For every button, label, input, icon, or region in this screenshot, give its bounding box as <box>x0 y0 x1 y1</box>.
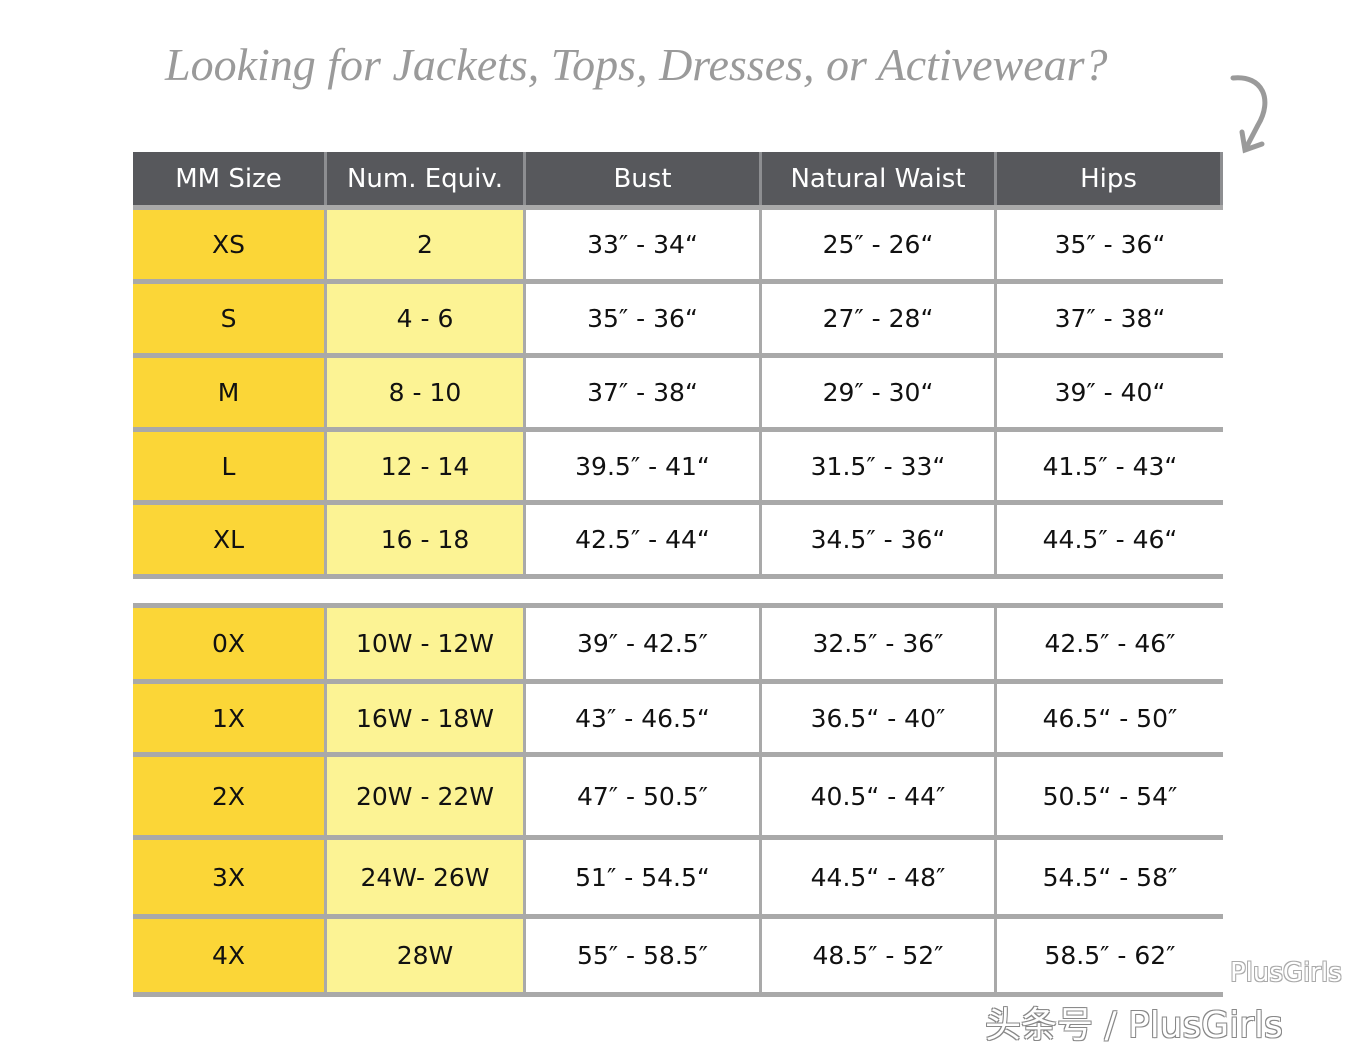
bust-cell: 37″ - 38“ <box>526 358 762 427</box>
num-equiv-cell: 16 - 18 <box>327 505 526 574</box>
size-cell: XL <box>133 505 327 574</box>
size-cell: 3X <box>133 840 327 914</box>
header-cell: Natural Waist <box>762 152 997 205</box>
table-row: 0X 10W - 12W 39″ - 42.5″ 32.5″ - 36″ 42.5″ -… <box>133 608 1223 684</box>
size-chart-table: MM Size Num. Equiv. Bust Natural Waist H… <box>133 152 1223 997</box>
table-row: 1X 16W - 18W 43″ - 46.5“ 36.5“ - 40″ 46.5“ -… <box>133 684 1223 757</box>
num-equiv-cell: 24W- 26W <box>327 840 526 914</box>
hips-cell: 46.5“ - 50″ <box>1042 703 1178 733</box>
bust-cell: 35″ - 36“ <box>526 284 762 353</box>
bust-cell: 33″ - 34“ <box>526 210 762 279</box>
hips-cell: 37″ - 38“ <box>1054 304 1166 333</box>
waist-cell: 44.5“ - 48″ <box>762 840 997 914</box>
table-row: 2X 20W - 22W 47″ - 50.5″ 40.5“ - 44″ 50.5“ -… <box>133 757 1223 840</box>
plus-sizes-group: 0X 10W - 12W 39″ - 42.5″ 32.5″ - 36″ 42.5″ -… <box>133 608 1223 997</box>
table-row: 3X 24W- 26W 51″ - 54.5“ 44.5“ - 48″ 54.5“ - … <box>133 840 1223 919</box>
waist-cell: 25″ - 26“ <box>762 210 997 279</box>
size-cell: 1X <box>133 684 327 752</box>
bust-cell: 47″ - 50.5″ <box>526 757 762 835</box>
table-row: XL 16 - 18 42.5″ - 44“ 34.5″ - 36“ 44.5″ - 4… <box>133 505 1223 579</box>
waist-cell: 31.5″ - 33“ <box>762 432 997 500</box>
watermark-top: PlusGirls <box>1230 958 1342 988</box>
hips-cell: 39″ - 40“ <box>1054 378 1166 407</box>
table-header: MM Size Num. Equiv. Bust Natural Waist H… <box>133 152 1223 210</box>
size-cell: XS <box>133 210 327 279</box>
num-equiv-cell: 20W - 22W <box>327 757 526 835</box>
size-cell: 0X <box>133 608 327 679</box>
waist-cell: 36.5“ - 40″ <box>762 684 997 752</box>
size-cell: 2X <box>133 757 327 835</box>
num-equiv-cell: 4 - 6 <box>327 284 526 353</box>
waist-cell: 32.5″ - 36″ <box>762 608 997 679</box>
hips-cell: 35″ - 36“ <box>1054 230 1166 259</box>
hips-cell: 50.5“ - 54″ <box>1042 781 1178 811</box>
hips-cell: 41.5″ - 43“ <box>1042 451 1178 481</box>
hips-cell: 54.5“ - 58″ <box>1042 862 1178 892</box>
table-row: 4X 28W 55″ - 58.5″ 48.5″ - 52″ 58.5″ - 62″ <box>133 919 1223 997</box>
num-equiv-cell: 2 <box>327 210 526 279</box>
hips-cell: 44.5″ - 46“ <box>1042 525 1178 554</box>
hips-cell: 42.5″ - 46″ <box>1044 629 1176 658</box>
waist-cell: 48.5″ - 52″ <box>762 919 997 992</box>
header-cell: MM Size <box>133 152 327 205</box>
num-equiv-cell: 10W - 12W <box>327 608 526 679</box>
table-row: L 12 - 14 39.5″ - 41“ 31.5″ - 33“ 41.5″ - 43… <box>133 432 1223 505</box>
waist-cell: 34.5″ - 36“ <box>762 505 997 574</box>
size-cell: 4X <box>133 919 327 992</box>
bust-cell: 51″ - 54.5“ <box>526 840 762 914</box>
hips-cell: 58.5″ - 62″ <box>1044 941 1176 970</box>
num-equiv-cell: 12 - 14 <box>327 432 526 500</box>
bust-cell: 39.5″ - 41“ <box>526 432 762 500</box>
waist-cell: 29″ - 30“ <box>762 358 997 427</box>
bust-cell: 39″ - 42.5″ <box>526 608 762 679</box>
page-title: Looking for Jackets, Tops, Dresses, or A… <box>165 39 1108 90</box>
watermark-bottom: 头条号 / PlusGirls <box>985 1005 1283 1046</box>
waist-cell: 40.5“ - 44″ <box>762 757 997 835</box>
curved-arrow-icon <box>1230 75 1268 154</box>
size-cell: S <box>133 284 327 353</box>
waist-cell: 27″ - 28“ <box>762 284 997 353</box>
bust-cell: 43″ - 46.5“ <box>526 684 762 752</box>
bust-cell: 55″ - 58.5″ <box>526 919 762 992</box>
standard-sizes-group: XS 2 33″ - 34“ 25″ - 26“ 35″ - 36“ S 4 - 6 35″ … <box>133 210 1223 579</box>
size-cell: L <box>133 432 327 500</box>
header-cell: Hips <box>997 152 1223 205</box>
num-equiv-cell: 8 - 10 <box>327 358 526 427</box>
num-equiv-cell: 28W <box>327 919 526 992</box>
header-cell: Num. Equiv. <box>327 152 526 205</box>
size-cell: M <box>133 358 327 427</box>
header-cell: Bust <box>526 152 762 205</box>
bust-cell: 42.5″ - 44“ <box>526 505 762 574</box>
num-equiv-cell: 16W - 18W <box>327 684 526 752</box>
table-row: XS 2 33″ - 34“ 25″ - 26“ 35″ - 36“ <box>133 210 1223 284</box>
